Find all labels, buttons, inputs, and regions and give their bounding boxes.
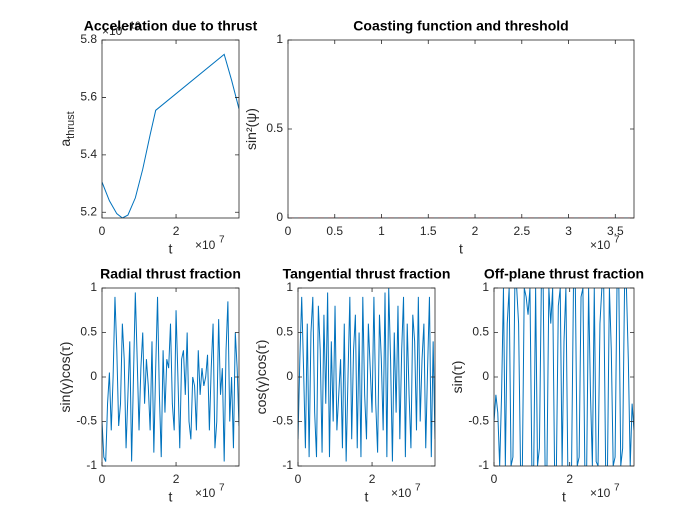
y-tick-label: 0.5 [266,121,283,135]
x-exponent: 7 [614,483,620,494]
axes-frame [101,39,240,219]
y-tick-label: 0 [482,369,489,383]
x-multiplier: ×10 [590,486,611,500]
x-exponent: 7 [219,483,225,494]
y-tick-label: -0.5 [468,414,489,428]
y-tick-label: 0.5 [80,325,97,339]
x-tick-label: 0 [99,224,106,238]
x-tick-label: 1.5 [420,224,437,238]
x-tick-label: 2 [369,472,376,486]
x-tick-label: 3.5 [607,224,624,238]
data-line [102,292,239,462]
y-label-text: sin(γ)cos(τ) [57,342,73,413]
y-multiplier: ×10 [102,24,123,38]
y-axis-label: sin²(ψ) [243,108,259,150]
x-exponent: 7 [614,235,620,246]
y-tick-label: 5.6 [80,90,97,104]
y-tick-label: -0.5 [272,414,293,428]
x-tick-label: 3 [565,224,572,238]
x-tick-label: 0 [295,472,302,486]
y-tick-label: 0 [286,369,293,383]
y-exponent: -16 [126,21,141,32]
y-axis-label: cos(γ)cos(τ) [253,340,269,415]
axes-box [288,40,634,218]
plot-area [102,292,239,462]
subplot-title: Acceleration due to thrust [84,18,258,34]
y-tick-label: 5.2 [80,204,97,218]
x-axis-label: t [459,241,463,257]
subplot-title: Off-plane thrust fraction [484,266,644,282]
axes-box [102,40,239,218]
x-exponent: 7 [415,483,421,494]
y-tick-label: 0 [90,369,97,383]
y-axis-label: sin(τ) [449,361,465,394]
x-tick-label: 2 [472,224,479,238]
subplot: 0 2 -1 -0.5 0 0.5 1 t ×10 7 sin(γ)cos(τ) Radial thr… [57,266,241,505]
data-line [298,288,435,462]
x-tick-label: 2 [173,472,180,486]
y-axis-label: sin(γ)cos(τ) [57,342,73,413]
x-multiplier: ×10 [195,238,216,252]
x-multiplier: ×10 [391,486,412,500]
x-tick-label: 0 [285,224,292,238]
y-tick-label: 5.8 [80,32,97,46]
y-label-text: sin(τ) [449,361,465,394]
subplot-title: Tangential thrust fraction [283,266,451,282]
y-tick-label: 0.5 [276,325,293,339]
x-axis-label: t [365,489,369,505]
x-axis-label: t [562,489,566,505]
x-axis-label: t [169,241,173,257]
x-tick-label: 0 [99,472,106,486]
x-axis-label: t [169,489,173,505]
subplot-title: Coasting function and threshold [353,18,568,34]
x-tick-label: 2.5 [513,224,530,238]
y-axis-label: athrust [57,111,77,146]
y-tick-label: -0.5 [76,414,97,428]
axes-box [102,288,239,466]
y-tick-label: -1 [86,458,97,472]
y-tick-label: -1 [478,458,489,472]
x-tick-label: 2 [173,224,180,238]
y-tick-label: 1 [276,32,283,46]
x-tick-label: 2 [566,472,573,486]
data-line [494,288,634,466]
y-tick-label: 1 [482,280,489,294]
plot-area [494,288,634,466]
y-label-text: a [57,139,73,147]
subplot: 0 2 -1 -0.5 0 0.5 1 t ×10 7 cos(γ)cos(τ) Tangential… [253,266,451,505]
plot-area [298,288,435,462]
x-multiplier: ×10 [590,238,611,252]
subplot: 0 0.5 1 1.5 2 2.5 3 3.5 0 0.5 1 t ×10 7 sin²(ψ) Coastin… [243,18,635,257]
plot-area [102,53,239,218]
x-tick-label: 1 [378,224,385,238]
y-label-text: sin²(ψ) [243,108,259,150]
x-tick-label: 0.5 [326,224,343,238]
x-tick-label: 0 [491,472,498,486]
data-line [102,53,239,218]
y-label-subscript: thrust [65,111,77,139]
x-multiplier: ×10 [195,486,216,500]
subplot: 0 2 -1 -0.5 0 0.5 1 t ×10 7 sin(τ) Off-plane thrust… [449,266,644,505]
y-tick-label: 1 [286,280,293,294]
subplot-title: Radial thrust fraction [100,266,241,282]
x-exponent: 7 [219,235,225,246]
y-tick-label: -1 [282,458,293,472]
y-tick-label: 5.4 [80,147,97,161]
y-tick-label: 0.5 [472,325,489,339]
y-label-text: cos(γ)cos(τ) [253,340,269,415]
y-tick-label: 1 [90,280,97,294]
y-tick-label: 0 [276,210,283,224]
